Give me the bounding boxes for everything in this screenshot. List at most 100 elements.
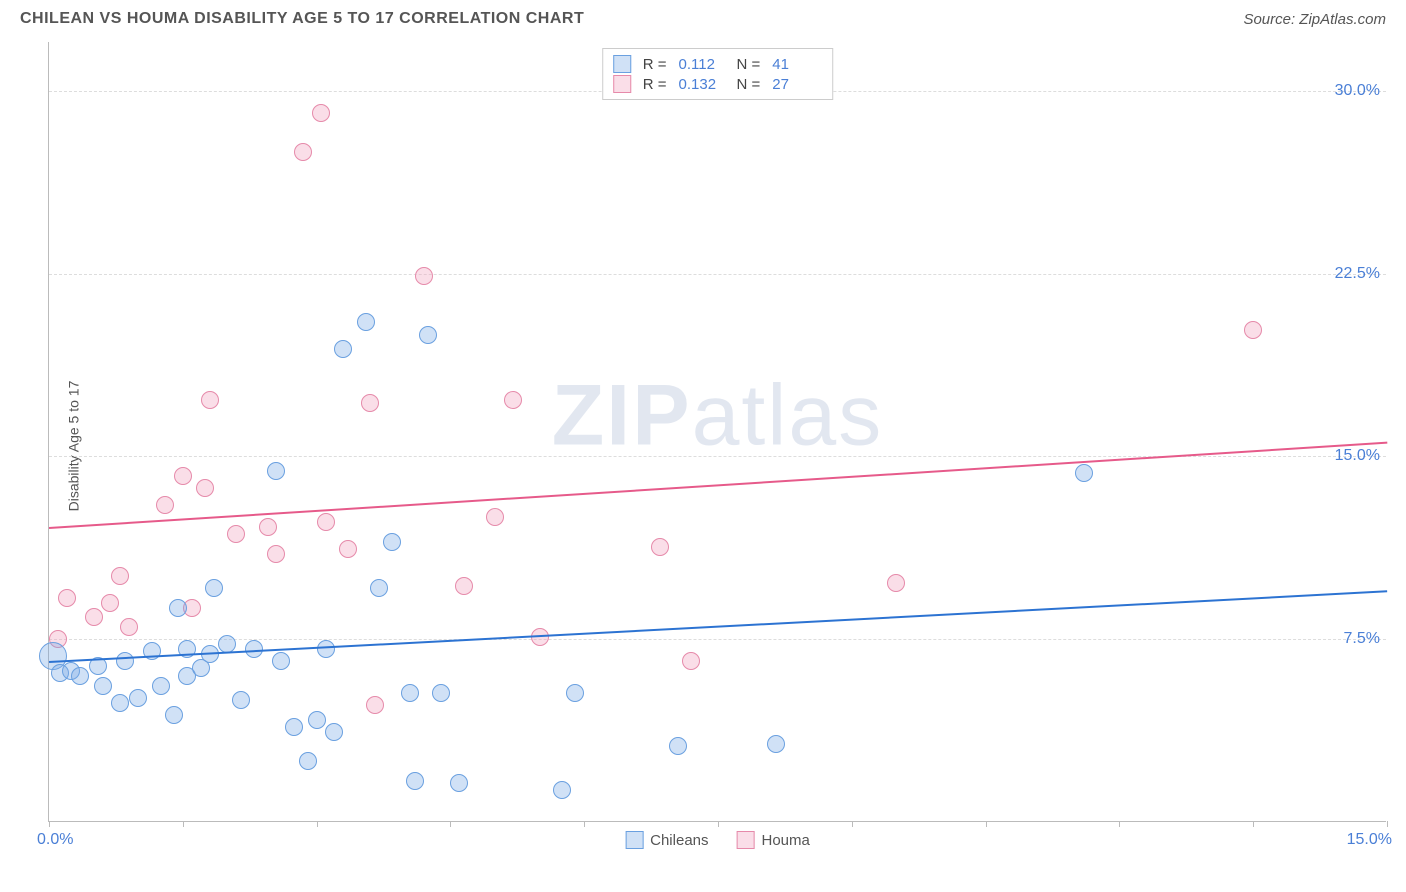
legend-label-chileans: Chileans (650, 832, 708, 849)
data-point-chileans (566, 684, 584, 702)
data-point-chileans (169, 599, 187, 617)
r-value-chileans: 0.112 (679, 56, 725, 73)
data-point-houma (366, 696, 384, 714)
legend-stats: R = 0.112 N = 41 R = 0.132 N = 27 (602, 48, 834, 100)
trend-line-chileans (49, 590, 1387, 663)
watermark-atlas: atlas (692, 367, 884, 463)
x-tick (1387, 821, 1388, 827)
data-point-houma (85, 608, 103, 626)
data-point-chileans (450, 774, 468, 792)
data-point-houma (1244, 321, 1262, 339)
x-axis-max-label: 15.0% (1347, 831, 1392, 849)
y-tick-label: 30.0% (1335, 82, 1380, 100)
x-tick (450, 821, 451, 827)
data-point-chileans (432, 684, 450, 702)
data-point-chileans (285, 718, 303, 736)
data-point-chileans (165, 706, 183, 724)
data-point-chileans (406, 772, 424, 790)
data-point-houma (651, 538, 669, 556)
data-point-chileans (317, 640, 335, 658)
gridline (49, 274, 1386, 275)
data-point-houma (294, 143, 312, 161)
data-point-chileans (71, 667, 89, 685)
data-point-chileans (272, 652, 290, 670)
data-point-chileans (334, 340, 352, 358)
data-point-houma (156, 496, 174, 514)
data-point-chileans (232, 691, 250, 709)
chart-title: CHILEAN VS HOUMA DISABILITY AGE 5 TO 17 … (20, 10, 584, 28)
legend-swatch-chileans (625, 831, 643, 849)
data-point-houma (317, 513, 335, 531)
r-label: R = (643, 76, 667, 93)
legend-swatch-houma (737, 831, 755, 849)
data-point-houma (682, 652, 700, 670)
data-point-chileans (205, 579, 223, 597)
legend-swatch-houma (613, 75, 631, 93)
data-point-houma (120, 618, 138, 636)
data-point-houma (58, 589, 76, 607)
data-point-chileans (94, 677, 112, 695)
watermark-text: ZIPatlas (552, 366, 883, 465)
legend-item-chileans: Chileans (625, 831, 708, 849)
data-point-houma (227, 525, 245, 543)
legend-series: Chileans Houma (625, 831, 810, 849)
r-label: R = (643, 56, 667, 73)
data-point-houma (361, 394, 379, 412)
n-label: N = (737, 76, 761, 93)
x-tick (1119, 821, 1120, 827)
r-value-houma: 0.132 (679, 76, 725, 93)
x-tick (1253, 821, 1254, 827)
x-tick (317, 821, 318, 827)
y-tick-label: 22.5% (1335, 265, 1380, 283)
data-point-houma (259, 518, 277, 536)
data-point-chileans (129, 689, 147, 707)
data-point-houma (174, 467, 192, 485)
data-point-chileans (152, 677, 170, 695)
legend-item-houma: Houma (737, 831, 810, 849)
data-point-chileans (308, 711, 326, 729)
data-point-chileans (370, 579, 388, 597)
legend-row-houma: R = 0.132 N = 27 (613, 75, 819, 93)
data-point-chileans (669, 737, 687, 755)
legend-swatch-chileans (613, 55, 631, 73)
n-label: N = (737, 56, 761, 73)
legend-row-chileans: R = 0.112 N = 41 (613, 55, 819, 73)
y-tick-label: 15.0% (1335, 447, 1380, 465)
data-point-houma (267, 545, 285, 563)
data-point-chileans (267, 462, 285, 480)
data-point-houma (455, 577, 473, 595)
y-tick-label: 7.5% (1344, 630, 1380, 648)
x-tick (986, 821, 987, 827)
x-tick (49, 821, 50, 827)
data-point-houma (415, 267, 433, 285)
data-point-houma (486, 508, 504, 526)
data-point-houma (196, 479, 214, 497)
data-point-chileans (419, 326, 437, 344)
data-point-chileans (401, 684, 419, 702)
x-tick (718, 821, 719, 827)
source-attribution: Source: ZipAtlas.com (1243, 11, 1386, 28)
n-value-houma: 27 (772, 76, 818, 93)
data-point-houma (339, 540, 357, 558)
x-tick (183, 821, 184, 827)
data-point-chileans (299, 752, 317, 770)
x-tick (584, 821, 585, 827)
data-point-houma (201, 391, 219, 409)
data-point-houma (504, 391, 522, 409)
data-point-chileans (325, 723, 343, 741)
data-point-houma (111, 567, 129, 585)
data-point-chileans (1075, 464, 1093, 482)
data-point-houma (887, 574, 905, 592)
x-tick (852, 821, 853, 827)
data-point-houma (101, 594, 119, 612)
x-axis-min-label: 0.0% (37, 831, 73, 849)
legend-label-houma: Houma (762, 832, 810, 849)
data-point-chileans (553, 781, 571, 799)
chart-header: CHILEAN VS HOUMA DISABILITY AGE 5 TO 17 … (0, 0, 1406, 34)
data-point-chileans (357, 313, 375, 331)
scatter-chart: ZIPatlas R = 0.112 N = 41 R = 0.132 N = … (48, 42, 1386, 822)
data-point-chileans (116, 652, 134, 670)
data-point-chileans (111, 694, 129, 712)
watermark-zip: ZIP (552, 367, 692, 463)
n-value-chileans: 41 (772, 56, 818, 73)
